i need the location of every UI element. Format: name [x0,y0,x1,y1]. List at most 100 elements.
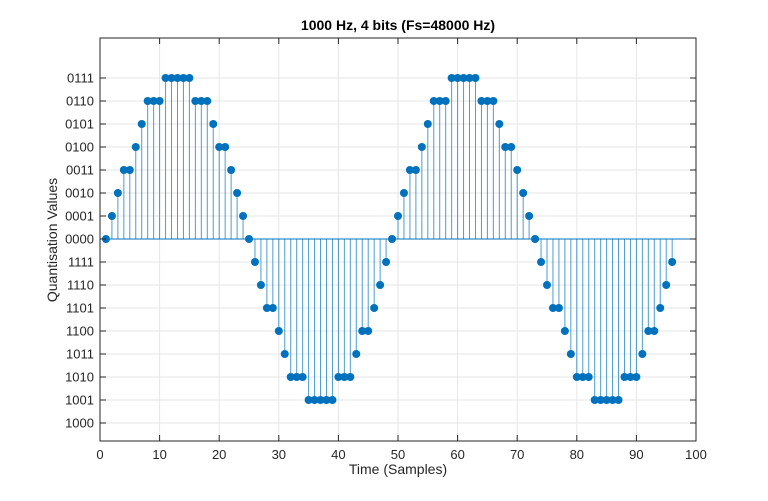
y-tick-label: 1001 [65,393,94,408]
stem-marker [459,74,468,82]
stem-marker [227,166,236,174]
stem-marker [554,304,563,312]
stem-marker [662,281,671,289]
stem-marker [590,396,599,404]
stem-marker [388,235,397,243]
stem-marker [209,120,218,128]
stem-marker [644,327,653,335]
stem-marker [304,396,313,404]
y-tick-label: 0110 [66,94,94,109]
y-axis-label: Quantisation Values [44,178,60,302]
stem-marker [447,74,456,82]
y-tick-label: 1010 [65,370,94,385]
y-tick-label: 0100 [65,140,94,155]
x-tick-label: 50 [391,447,405,462]
stem-marker [262,304,271,312]
stem-marker [483,97,492,105]
stem-marker [286,373,295,381]
stem-marker [566,350,575,358]
x-tick-label: 60 [450,447,464,462]
stem-marker [507,143,516,151]
x-tick-label: 10 [152,447,166,462]
stem-marker [364,327,373,335]
stem-marker [584,373,593,381]
stem-marker [161,74,170,82]
stem-marker [119,166,128,174]
stem-marker [370,304,379,312]
stem-marker [245,235,253,243]
stem-marker [417,143,426,151]
y-tick-label: 0010 [65,186,94,201]
stem-marker [548,304,557,312]
stem-marker [298,373,307,381]
stem-marker [382,258,391,266]
y-tick-label: 1111 [68,255,94,270]
stem-marker [376,281,385,289]
stem-marker [519,189,528,197]
stem-marker [250,258,259,266]
x-tick-label: 90 [629,447,643,462]
stem-marker [656,304,665,312]
stem-marker [334,373,343,381]
stem-marker [352,350,361,358]
stem-marker [489,97,498,105]
stem-marker [292,373,301,381]
stem-marker [632,373,641,381]
stem-marker [346,373,355,381]
stems [100,74,696,404]
y-tick-label: 1101 [66,301,94,316]
x-axis-label: Time (Samples) [349,461,447,477]
stem-marker [233,189,242,197]
stem-marker [316,396,325,404]
stem-marker [423,120,432,128]
y-tick-label: 1011 [66,347,94,362]
stem-marker [131,143,140,151]
stem-marker [399,189,408,197]
chart-title: 1000 Hz, 4 bits (Fs=48000 Hz) [301,17,495,33]
stem-marker [543,281,551,289]
stem-marker [125,166,134,174]
stem-marker [531,235,540,243]
y-tick-label: 0001 [65,209,94,224]
x-tick-label: 100 [685,447,707,462]
stem-marker [268,304,277,312]
stem-marker [650,327,659,335]
y-tick-label: 0111 [67,71,94,86]
stem-marker [179,74,188,82]
x-tick-label: 0 [96,447,103,462]
stem-marker [137,120,146,128]
y-tick-label: 1100 [66,324,94,339]
stem-marker [501,143,510,151]
stem-marker [149,97,158,105]
y-tick-label: 0011 [66,163,94,178]
stem-marker [256,281,265,289]
stem-marker [441,97,450,105]
stem-marker [310,396,319,404]
stem-marker [525,212,534,220]
stem-marker [107,212,116,220]
stem-marker [513,166,522,174]
stem-marker [173,74,182,82]
x-tick-label: 70 [510,447,524,462]
stem-marker [155,97,164,105]
stem-marker [405,166,414,174]
stem-marker [340,373,349,381]
stem-marker [429,97,438,105]
stem-marker [274,327,283,335]
stem-marker [358,327,367,335]
stem-marker [113,189,122,197]
y-tick-label: 1110 [67,278,94,293]
stem-marker [411,166,420,174]
stem-marker [143,97,152,105]
stem-marker [614,396,623,404]
y-tick-label: 1000 [65,416,94,431]
stem-marker [578,373,587,381]
x-tick-label: 80 [570,447,584,462]
axes: 0 10 20 30 40 50 60 70 80 90 100011101100101010000… [65,37,707,462]
stem-marker [185,74,194,82]
stem-marker [560,327,569,335]
stem-marker [572,373,581,381]
x-tick-label: 30 [272,447,286,462]
stem-marker [477,97,486,105]
